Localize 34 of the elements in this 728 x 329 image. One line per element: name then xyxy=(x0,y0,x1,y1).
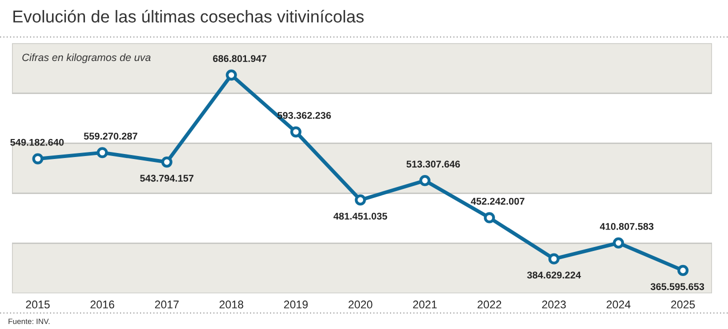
data-label: 686.801.947 xyxy=(213,55,266,62)
data-label: 365.595.653 xyxy=(650,283,704,290)
point xyxy=(548,253,560,264)
data-label: 513.307.646 xyxy=(406,160,460,168)
point xyxy=(290,126,302,138)
data-label: 410.807.583 xyxy=(600,223,654,230)
data-label: 549.182.640 xyxy=(10,138,64,146)
x-tick-label: 2015 xyxy=(26,300,50,308)
point xyxy=(354,194,366,206)
x-tick-label: 2023 xyxy=(542,300,566,308)
x-tick-label: 2021 xyxy=(413,300,437,308)
x-tick-label: 2025 xyxy=(671,300,695,308)
point xyxy=(419,175,430,186)
point xyxy=(612,237,624,248)
text: Cifras en kilogramos de uva xyxy=(22,53,151,64)
x-tick-label: 2017 xyxy=(155,300,179,308)
point xyxy=(677,264,689,276)
x-tick-label: 2019 xyxy=(284,300,308,308)
point xyxy=(161,156,172,168)
point xyxy=(484,212,495,224)
point xyxy=(96,147,108,158)
x-tick-label: 2022 xyxy=(478,300,502,308)
data-label: 384.629.224 xyxy=(527,272,581,279)
data-label: 481.451.035 xyxy=(334,212,388,220)
data-label: 559.270.287 xyxy=(84,132,138,140)
data-label: 543.794.157 xyxy=(140,174,194,182)
x-tick-label: 2018 xyxy=(220,300,244,308)
data-label: 452.242.007 xyxy=(470,198,524,205)
x-tick-label: 2016 xyxy=(90,300,114,308)
x-tick-label: 2024 xyxy=(606,300,630,308)
x-tick-label: 2020 xyxy=(348,300,372,308)
chart-title: Evolución de las últimas cosechas vitivinícolas xyxy=(13,10,364,23)
point xyxy=(226,69,237,81)
point xyxy=(32,153,44,164)
